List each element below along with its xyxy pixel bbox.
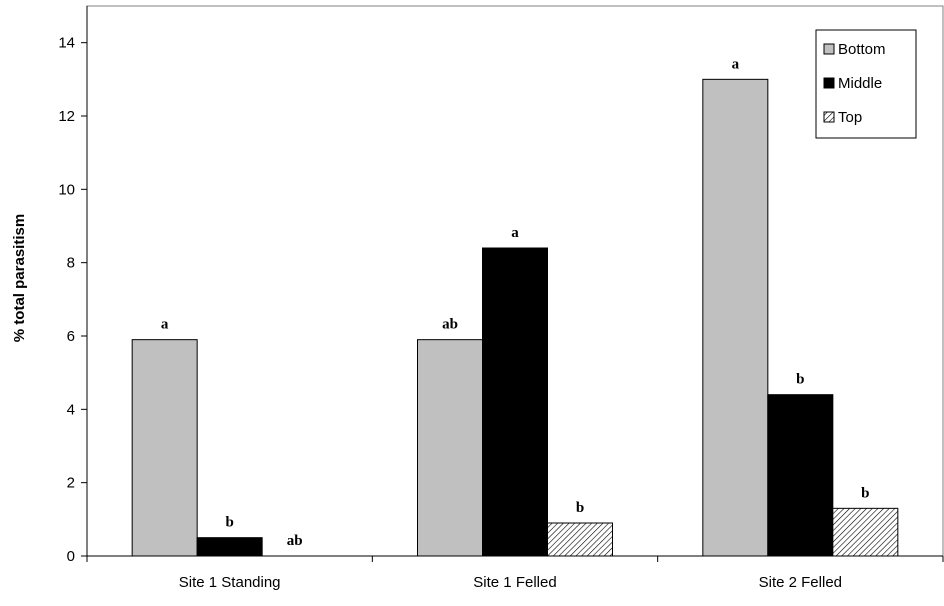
x-category-label: Site 2 Felled (759, 574, 842, 591)
legend-swatch-middle (823, 77, 835, 89)
bar-bottom (702, 78, 769, 557)
legend-label: Middle (838, 75, 882, 92)
bar-significance-label: b (861, 485, 869, 501)
x-axis: Site 1 Standing Site 1 Felled Site 2 Felle… (86, 555, 944, 591)
legend-label: Top (838, 109, 862, 126)
bar-middle (482, 247, 548, 557)
bar-significance-label: b (796, 372, 804, 388)
y-tick-label: 0 (67, 548, 75, 565)
x-category-label: Site 1 Felled (473, 574, 556, 591)
y-tick-label: 12 (58, 108, 75, 125)
x-category-label: Site 1 Standing (179, 574, 281, 591)
legend-swatch-top (823, 111, 835, 123)
bar-significance-label: ab (442, 317, 458, 333)
y-tick-label: 4 (67, 401, 75, 418)
bar-middle (767, 394, 834, 557)
bar-significance-label: b (576, 500, 584, 516)
bar-middle (196, 537, 263, 557)
y-tick-label: 10 (58, 181, 75, 198)
y-tick-label: 14 (58, 35, 75, 52)
legend: Bottom Middle Top (815, 29, 917, 139)
legend-label: Bottom (838, 41, 886, 58)
y-tick-label: 8 (67, 255, 75, 272)
bar-significance-label: a (732, 56, 740, 72)
bar-significance-label: a (161, 317, 169, 333)
y-axis-label: % total parasitism (11, 214, 28, 342)
bar-bottom (417, 339, 483, 557)
bar-top (832, 507, 899, 557)
bar-significance-label: b (225, 515, 233, 531)
y-tick-label: 2 (67, 475, 75, 492)
bar-bottom (131, 339, 198, 557)
bars (131, 78, 899, 557)
legend-swatch-bottom (823, 43, 835, 55)
y-tick-label: 6 (67, 328, 75, 345)
bar-significance-label: a (511, 225, 519, 241)
bar-top (547, 522, 613, 557)
y-axis: 0 2 4 6 8 10 12 14 (58, 6, 88, 565)
bar-significance-label: ab (287, 533, 303, 549)
